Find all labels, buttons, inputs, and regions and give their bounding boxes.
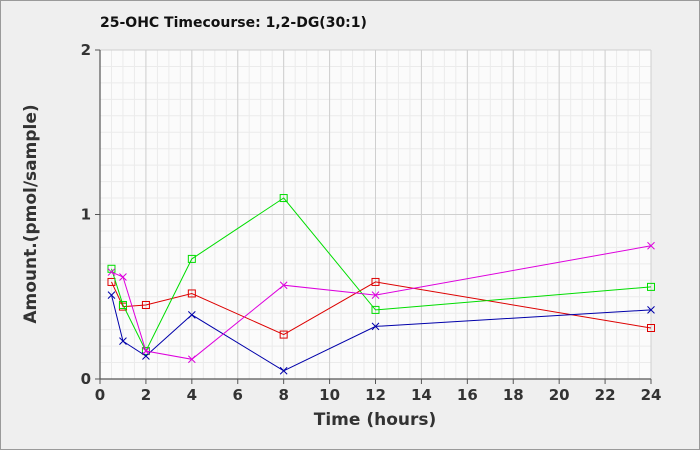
data-point (141, 300, 150, 309)
x-tick-label: 14 (411, 386, 432, 404)
data-point (187, 254, 196, 263)
x-tick-label: 4 (187, 386, 197, 404)
x-tick-label: 18 (503, 386, 524, 404)
data-point (118, 300, 127, 309)
data-point (279, 194, 288, 203)
series-group (107, 194, 655, 375)
data-point (107, 277, 116, 286)
data-point (647, 282, 655, 291)
x-tick-label: 20 (549, 386, 570, 404)
data-point (107, 291, 116, 299)
data-point (279, 366, 288, 375)
grid (99, 49, 652, 380)
data-point (647, 324, 655, 333)
data-point (119, 337, 127, 346)
data-point (187, 310, 196, 319)
x-tick-label: 12 (365, 386, 386, 404)
x-tick-label: 10 (319, 386, 340, 404)
x-tick-label: 2 (141, 386, 151, 404)
data-point (371, 277, 380, 286)
x-tick-label: 22 (595, 386, 616, 404)
data-point (119, 273, 127, 281)
x-axis-label: Time (hours) (314, 410, 437, 430)
data-point (187, 289, 196, 298)
y-tick-label: 0 (81, 370, 91, 388)
data-point (141, 347, 150, 356)
chart-title: 25-OHC Timecourse: 1,2-DG(30:1) (100, 15, 367, 31)
series-4 (107, 241, 655, 364)
y-axis-label: Amount.(pmol/sample) (21, 104, 41, 323)
x-tick-label: 0 (95, 386, 105, 404)
y-tick-label: 1 (81, 206, 91, 224)
data-point (371, 322, 380, 331)
x-tick-label: 16 (457, 386, 478, 404)
axes (95, 49, 652, 384)
series-2 (107, 194, 655, 356)
series-line (111, 197, 652, 353)
x-tick-label: 6 (233, 386, 243, 404)
data-point (371, 305, 380, 314)
series-line (111, 281, 652, 336)
data-point (107, 268, 116, 276)
data-point (371, 291, 380, 299)
data-point (647, 306, 655, 314)
data-point (279, 281, 288, 290)
series-1 (107, 277, 655, 339)
data-point (647, 241, 655, 250)
data-point (142, 347, 150, 355)
data-point (279, 330, 288, 339)
x-tick-label: 24 (641, 386, 662, 404)
y-tick-label: 2 (81, 41, 91, 59)
data-point (187, 355, 196, 364)
x-tick-label: 8 (278, 386, 288, 404)
